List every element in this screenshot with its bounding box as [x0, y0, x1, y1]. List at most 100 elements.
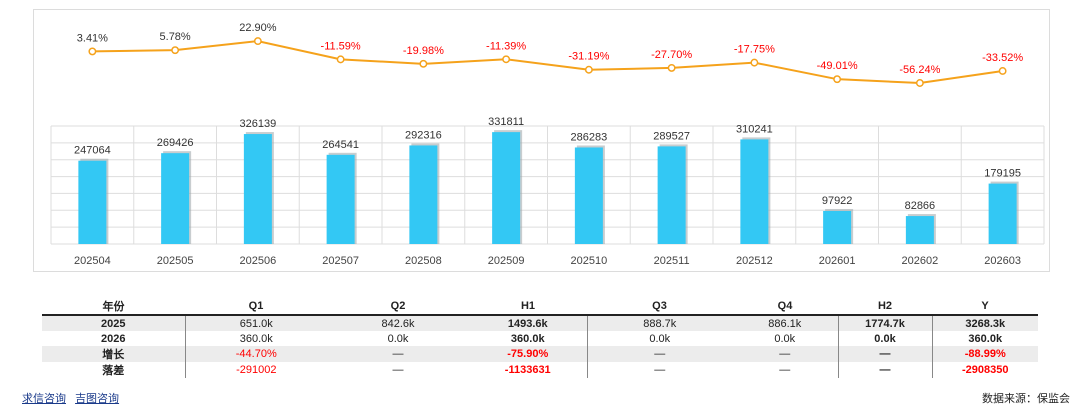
- growth-point: [171, 46, 180, 55]
- growth-label: -56.24%: [899, 64, 940, 76]
- growth-label: -11.59%: [321, 40, 361, 52]
- bar: [243, 134, 272, 244]
- growth-label: 5.78%: [160, 31, 191, 43]
- header-y: Y: [932, 298, 1038, 316]
- table-cell: —: [732, 346, 838, 362]
- bar: [740, 139, 769, 244]
- bar: [988, 183, 1017, 244]
- table-cell: 651.0k: [184, 315, 327, 331]
- table-cell: —: [392, 364, 404, 376]
- x-tick-label: 202603: [984, 255, 1021, 267]
- bar-value-label: 292316: [405, 129, 442, 141]
- table-cell: —: [586, 346, 732, 362]
- table-cell: 842.6k: [327, 315, 469, 331]
- x-tick-label: 202506: [240, 255, 277, 267]
- growth-label: -17.75%: [734, 44, 775, 56]
- link-qiuxin[interactable]: 求信咨询: [22, 393, 66, 405]
- bar: [492, 132, 521, 244]
- bar-value-label: 269426: [157, 137, 194, 149]
- x-tick-label: 202505: [157, 255, 194, 267]
- table-cell: 0.0k: [837, 331, 932, 346]
- table-cell: -1133631: [504, 364, 551, 376]
- row-label: 增长: [42, 346, 185, 362]
- table-cell: 0.0k: [387, 332, 409, 345]
- row-label: 2025: [42, 315, 185, 331]
- bar-value-label: 289527: [653, 130, 690, 142]
- x-tick-label: 202508: [405, 255, 442, 267]
- table-cell: -88.99%: [931, 346, 1038, 362]
- growth-label: 22.90%: [239, 22, 277, 34]
- table-cell: -44.70%: [184, 346, 327, 362]
- growth-point: [419, 59, 428, 68]
- table-cell: 0.0k: [774, 332, 796, 345]
- bar: [823, 210, 852, 244]
- growth-point: [998, 67, 1007, 75]
- x-tick-label: 202602: [902, 255, 939, 267]
- x-tick-label: 202601: [819, 255, 856, 267]
- chart-frame: 247064 202504 269426 202505 326139 202506 2645…: [33, 9, 1050, 272]
- summary-table: 年份 Q1 Q2 H1 Q3 Q4 H2 Y 2025 651.0k 842.6…: [42, 298, 1038, 378]
- growth-point: [915, 79, 924, 87]
- table-cell: 1493.6k: [469, 315, 587, 331]
- growth-line: [92, 40, 1003, 85]
- link-jitu[interactable]: 吉图咨询: [75, 393, 120, 405]
- table-row: 增长 -44.70% — -75.90% — — — -88.99%: [42, 346, 1038, 362]
- bar-value-label: 97922: [822, 195, 853, 207]
- growth-point: [667, 63, 676, 72]
- bar-value-label: 286283: [571, 131, 608, 143]
- bar: [78, 160, 107, 244]
- table-cell: —: [327, 346, 469, 362]
- table-cell: -2908350: [931, 362, 1038, 378]
- growth-point: [833, 75, 842, 84]
- bar-value-label: 331811: [488, 116, 524, 128]
- bar-value-label: 82866: [905, 200, 936, 212]
- bar: [326, 154, 355, 244]
- growth-point: [253, 37, 262, 46]
- table-cell: 1774.7k: [837, 315, 932, 331]
- table-cell: 888.7k: [586, 315, 732, 331]
- x-tick-label: 202504: [74, 255, 111, 267]
- header-h1: H1: [469, 298, 587, 316]
- table-row: 落差 -291002 — -1133631 — — — -2908350: [42, 362, 1038, 378]
- header-q3: Q3: [587, 298, 732, 316]
- bar: [409, 145, 438, 244]
- growth-point: [336, 55, 345, 64]
- growth-label: -31.19%: [568, 51, 609, 63]
- header-year: 年份: [42, 298, 185, 316]
- x-tick-label: 202511: [654, 255, 690, 267]
- growth-point: [750, 58, 759, 67]
- growth-point: [502, 55, 511, 64]
- growth-label: -33.52%: [982, 52, 1023, 64]
- header-q4: Q4: [732, 298, 838, 316]
- bar: [657, 146, 686, 244]
- table-cell: —: [779, 364, 791, 376]
- bar-value-label: 247064: [74, 145, 111, 157]
- table-cell: 360.0k: [510, 332, 545, 345]
- footer-links: 求信咨询 吉图咨询: [22, 390, 125, 406]
- bar: [574, 147, 603, 244]
- growth-label: -49.01%: [817, 60, 858, 72]
- table-cell: 360.0k: [184, 331, 327, 346]
- table-cell: 0.0k: [586, 331, 732, 346]
- growth-point: [88, 47, 97, 56]
- x-tick-label: 202510: [571, 255, 608, 267]
- growth-label: -19.98%: [403, 45, 444, 57]
- bar-value-label: 264541: [322, 139, 359, 151]
- growth-label: -11.39%: [486, 40, 526, 52]
- table-header-row: 年份 Q1 Q2 H1 Q3 Q4 H2 Y: [42, 298, 1038, 316]
- table-cell: -75.90%: [469, 346, 587, 362]
- table-cell: 3268.3k: [931, 315, 1038, 331]
- x-tick-label: 202509: [488, 255, 525, 267]
- table-cell: —: [837, 362, 932, 378]
- growth-label: -27.70%: [651, 49, 692, 61]
- x-tick-label: 202507: [322, 255, 359, 267]
- data-source: 数据来源：保监会: [982, 393, 1070, 405]
- bar-value-label: 310241: [736, 123, 773, 135]
- table-cell: —: [837, 346, 932, 362]
- row-label: 2026: [101, 332, 126, 345]
- bar: [905, 216, 934, 244]
- table-cell: —: [586, 362, 732, 378]
- row-label: 落差: [102, 365, 125, 377]
- header-h2: H2: [838, 298, 932, 316]
- header-q2: Q2: [327, 298, 469, 316]
